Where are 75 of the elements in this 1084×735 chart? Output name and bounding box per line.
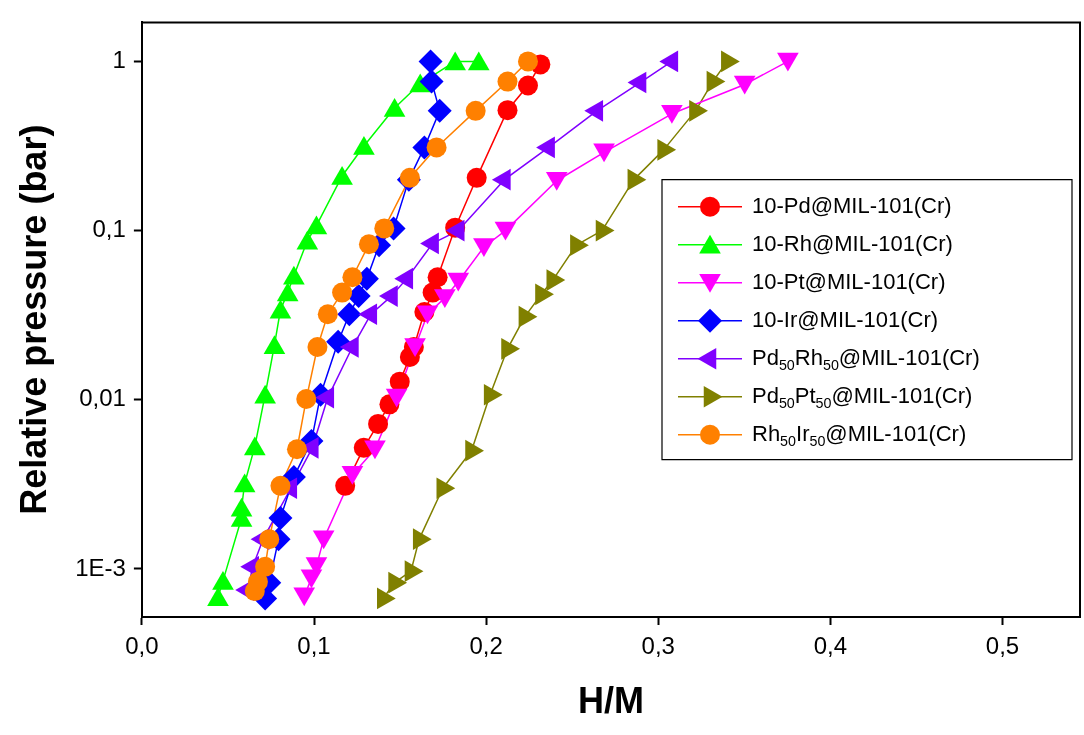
point bbox=[465, 100, 486, 121]
point bbox=[254, 384, 276, 404]
point bbox=[335, 475, 356, 496]
point bbox=[283, 265, 305, 285]
point bbox=[447, 272, 470, 292]
legend-label: 10-Pt@MIL-101(Cr) bbox=[752, 268, 946, 294]
point bbox=[419, 69, 444, 94]
point bbox=[364, 440, 386, 460]
point bbox=[233, 473, 256, 493]
point bbox=[545, 172, 568, 191]
point bbox=[517, 51, 538, 72]
point bbox=[467, 51, 490, 71]
point bbox=[296, 230, 319, 250]
point bbox=[332, 282, 353, 303]
point bbox=[418, 49, 443, 74]
point bbox=[312, 530, 335, 550]
point bbox=[286, 439, 307, 460]
point bbox=[383, 98, 406, 117]
point bbox=[374, 218, 395, 239]
point bbox=[385, 388, 408, 408]
point bbox=[593, 143, 615, 163]
x-axis-title: H/M bbox=[577, 680, 644, 722]
y-tick-label: 0,01 bbox=[79, 384, 126, 412]
point bbox=[342, 267, 363, 288]
legend-label: 10-Rh@MIL-101(Cr) bbox=[752, 230, 953, 256]
point bbox=[326, 329, 351, 354]
point bbox=[243, 436, 266, 456]
point bbox=[473, 238, 495, 257]
x-tick-label: 0,0 bbox=[125, 632, 159, 660]
legend-label: 10-Pd@MIL-101(Cr) bbox=[752, 192, 952, 218]
point bbox=[426, 137, 447, 158]
point bbox=[268, 506, 293, 531]
point bbox=[270, 475, 291, 496]
point bbox=[259, 529, 280, 550]
point bbox=[389, 371, 410, 392]
point bbox=[207, 587, 229, 607]
point bbox=[497, 71, 518, 92]
legend-label: 10-Ir@MIL-101(Cr) bbox=[752, 306, 939, 332]
point bbox=[358, 234, 379, 255]
point bbox=[307, 337, 328, 358]
point bbox=[444, 51, 466, 71]
point bbox=[466, 167, 487, 188]
x-tick-label: 0,4 bbox=[813, 632, 848, 660]
point bbox=[212, 570, 234, 590]
x-tick-label: 0,1 bbox=[297, 632, 331, 660]
point bbox=[494, 221, 517, 241]
point bbox=[276, 282, 299, 302]
y-tick-label: 1 bbox=[112, 46, 126, 74]
point bbox=[733, 75, 756, 95]
point bbox=[368, 413, 389, 434]
point bbox=[661, 105, 683, 124]
point bbox=[317, 304, 338, 325]
point bbox=[300, 569, 323, 589]
y-tick-label: 0,1 bbox=[92, 215, 126, 243]
y-axis-title: Relative pressure (bar) bbox=[12, 124, 54, 515]
y-tick-label: 1E-3 bbox=[75, 553, 126, 581]
point bbox=[517, 75, 538, 96]
point bbox=[341, 466, 364, 485]
x-tick-label: 0,5 bbox=[985, 632, 1020, 660]
point bbox=[434, 289, 456, 308]
point bbox=[337, 302, 362, 327]
point bbox=[244, 581, 265, 602]
point bbox=[497, 100, 518, 121]
point bbox=[269, 299, 292, 319]
point bbox=[427, 98, 452, 123]
x-tick-label: 0,2 bbox=[469, 632, 503, 660]
point bbox=[305, 215, 328, 235]
point bbox=[296, 389, 317, 410]
point bbox=[255, 556, 276, 577]
point bbox=[777, 52, 799, 72]
point bbox=[353, 136, 375, 155]
point bbox=[293, 587, 316, 607]
point bbox=[331, 166, 353, 185]
point bbox=[263, 335, 286, 354]
x-tick-label: 0,3 bbox=[641, 632, 675, 660]
